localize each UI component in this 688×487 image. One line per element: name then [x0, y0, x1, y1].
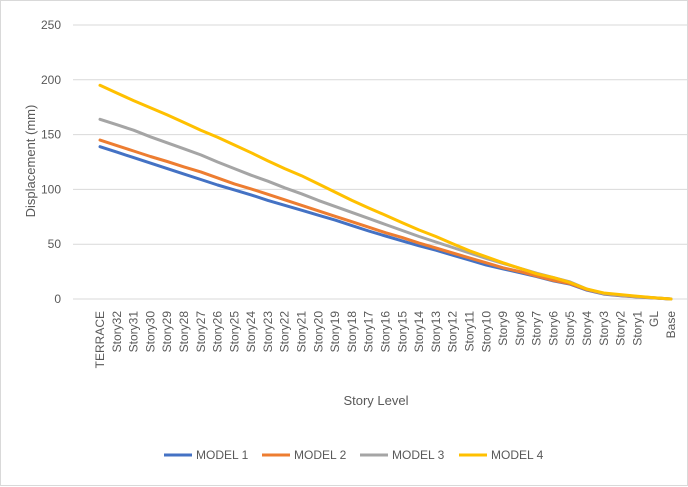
- series-lines: [98, 83, 673, 301]
- x-tick-label: Story18: [345, 311, 359, 353]
- y-axis-ticks: 0 50 100 150 200 250: [41, 18, 61, 306]
- x-tick-label: Story28: [177, 311, 191, 353]
- x-tick-label: Story13: [429, 311, 443, 353]
- x-tick-label: Story31: [127, 311, 141, 353]
- x-tick-label: Story12: [446, 311, 460, 353]
- series-line-model-3: [98, 117, 673, 301]
- legend-label: MODEL 3: [392, 448, 445, 462]
- series-line-model-4: [98, 83, 673, 301]
- y-tick-label: 50: [48, 237, 62, 251]
- x-tick-label: TERRACE: [93, 311, 107, 368]
- x-tick-label: Story4: [580, 311, 594, 346]
- x-tick-label: Story23: [261, 311, 275, 353]
- x-tick-label: Story14: [412, 311, 426, 353]
- y-tick-label: 150: [41, 128, 61, 142]
- series-line-model-2: [98, 138, 673, 301]
- x-tick-label: Story17: [362, 311, 376, 353]
- x-tick-label: Story10: [479, 311, 493, 353]
- x-tick-label: Story30: [143, 311, 157, 353]
- x-tick-label: Story5: [563, 311, 577, 346]
- y-tick-label: 200: [41, 73, 61, 87]
- legend: MODEL 1 MODEL 2 MODEL 3 MODEL 4: [164, 448, 544, 462]
- series-line-model-1: [98, 145, 673, 301]
- x-tick-label: Story21: [295, 311, 309, 353]
- x-tick-label: Story1: [630, 311, 644, 346]
- x-tick-label: Base: [664, 311, 678, 339]
- x-tick-label: Story24: [244, 311, 258, 353]
- y-tick-label: 100: [41, 182, 61, 196]
- x-tick-label: Story15: [395, 311, 409, 353]
- x-tick-label: Story3: [597, 311, 611, 346]
- x-tick-label: Story27: [194, 311, 208, 353]
- legend-label: MODEL 2: [294, 448, 347, 462]
- x-tick-label: Story25: [227, 311, 241, 353]
- legend-item: MODEL 4: [459, 448, 544, 462]
- y-tick-label: 0: [54, 292, 61, 306]
- y-tick-label: 250: [41, 18, 61, 32]
- x-tick-label: Story19: [328, 311, 342, 353]
- x-tick-label: Story7: [530, 311, 544, 346]
- x-axis-ticks: TERRACE Story32 Story31 Story30 Story29 Story…: [93, 311, 678, 369]
- x-tick-label: Story16: [379, 311, 393, 353]
- x-tick-label: Story8: [513, 311, 527, 346]
- x-tick-label: Story9: [496, 311, 510, 346]
- legend-item: MODEL 2: [262, 448, 347, 462]
- x-tick-label: GL: [647, 311, 661, 327]
- legend-item: MODEL 3: [360, 448, 445, 462]
- x-tick-label: Story29: [160, 311, 174, 353]
- x-tick-label: Story22: [278, 311, 292, 353]
- x-tick-label: Story26: [211, 311, 225, 353]
- x-tick-label: Story6: [546, 311, 560, 346]
- legend-label: MODEL 4: [491, 448, 544, 462]
- x-axis-title: Story Level: [343, 393, 408, 408]
- y-axis-title: Displacement (mm): [23, 105, 38, 218]
- x-tick-label: Story2: [614, 311, 628, 346]
- x-tick-label: Story32: [110, 311, 124, 353]
- legend-item: MODEL 1: [164, 448, 249, 462]
- x-tick-label: Story20: [311, 311, 325, 353]
- legend-label: MODEL 1: [196, 448, 249, 462]
- gridlines: [73, 24, 687, 300]
- x-tick-label: Story11: [462, 311, 476, 352]
